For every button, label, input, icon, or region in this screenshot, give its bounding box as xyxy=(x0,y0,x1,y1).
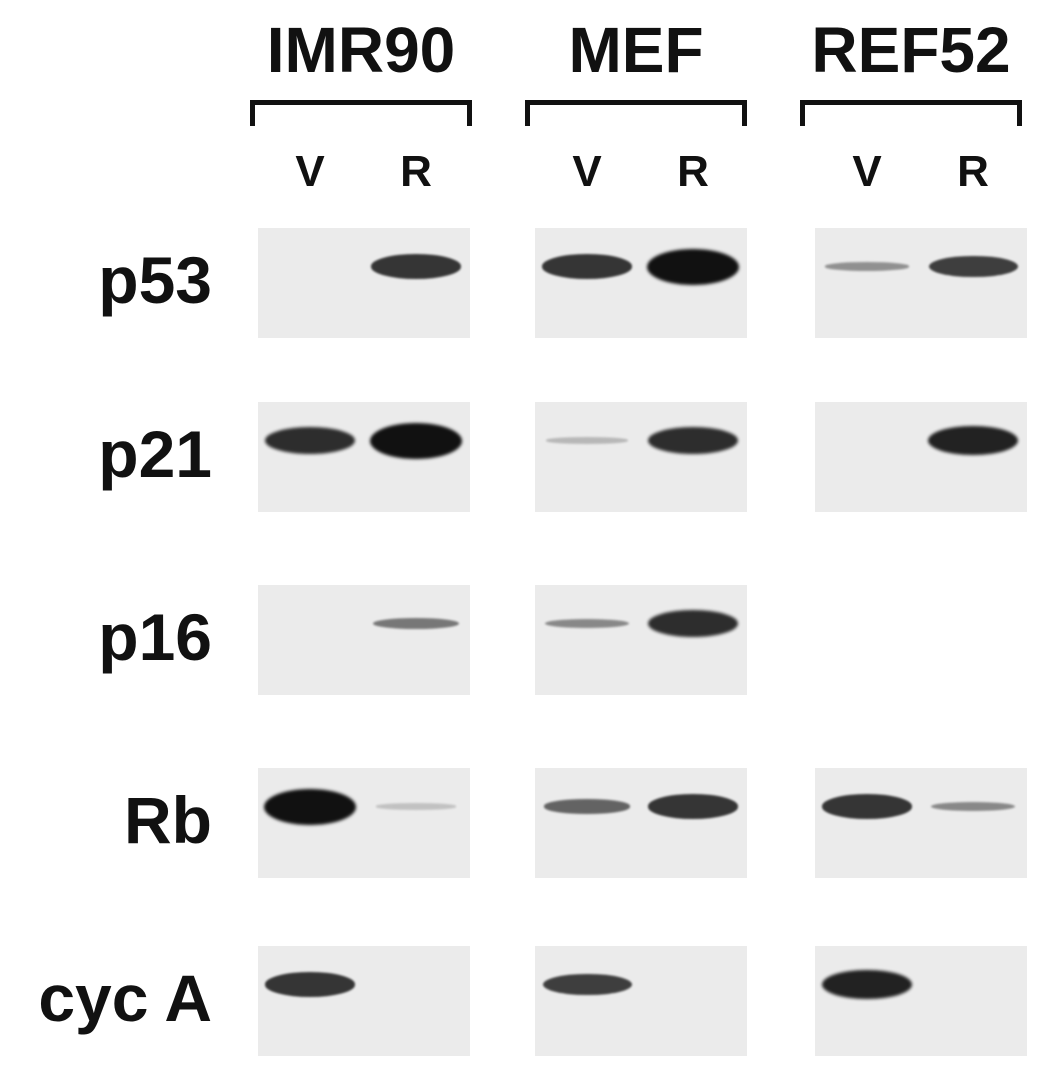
band-p53-ref52-v xyxy=(825,262,909,271)
blot-panel-p21-ref52 xyxy=(815,402,1027,512)
band-rb-imr90-r xyxy=(375,803,457,810)
blot-panel-rb-mef xyxy=(535,768,747,878)
row-label-p53: p53 xyxy=(98,243,212,317)
blot-panel-p16-imr90 xyxy=(258,585,470,695)
band-cyc-a-ref52-v xyxy=(821,969,913,1000)
cell-line-title-mef: MEF xyxy=(568,14,704,86)
lane-label-imr90-r: R xyxy=(400,147,432,196)
band-cyc-a-imr90-v xyxy=(265,972,355,997)
blot-panel-cyc-a-ref52 xyxy=(815,946,1027,1056)
blot-panel-rb-ref52 xyxy=(815,768,1027,878)
band-rb-ref52-v xyxy=(822,794,912,819)
blot-panel-rb-imr90 xyxy=(258,768,470,878)
band-p53-ref52-r xyxy=(928,255,1018,278)
bracket-mef xyxy=(525,100,747,126)
band-p53-imr90-r xyxy=(371,254,461,279)
band-p53-mef-r xyxy=(647,248,739,285)
band-p21-imr90-v xyxy=(264,427,356,454)
band-p21-imr90-r xyxy=(370,422,462,459)
blot-panel-cyc-a-mef xyxy=(535,946,747,1056)
row-label-cyc-a: cyc A xyxy=(38,961,212,1035)
row-label-rb: Rb xyxy=(124,783,212,857)
lane-label-imr90-v: V xyxy=(295,147,325,196)
band-p53-mef-v xyxy=(542,254,632,279)
lane-label-mef-r: R xyxy=(677,147,709,196)
lane-label-ref52-v: V xyxy=(852,147,882,196)
band-p21-ref52-r xyxy=(927,425,1019,456)
band-p21-mef-r xyxy=(647,427,739,454)
band-cyc-a-mef-v xyxy=(542,973,632,996)
band-p16-mef-v xyxy=(544,619,630,628)
blot-panel-p16-mef xyxy=(535,585,747,695)
band-p21-mef-v xyxy=(546,437,628,444)
band-rb-imr90-v xyxy=(264,788,356,825)
band-rb-mef-r xyxy=(648,794,738,819)
blot-panel-p21-imr90 xyxy=(258,402,470,512)
band-p16-mef-r xyxy=(647,610,739,637)
band-rb-ref52-r xyxy=(930,802,1016,811)
cell-line-title-imr90: IMR90 xyxy=(266,14,456,86)
bracket-imr90 xyxy=(250,100,472,126)
blot-panel-cyc-a-imr90 xyxy=(258,946,470,1056)
band-p16-imr90-r xyxy=(373,617,459,630)
blot-panel-p53-ref52 xyxy=(815,228,1027,338)
blot-panel-p21-mef xyxy=(535,402,747,512)
lane-label-mef-v: V xyxy=(572,147,602,196)
blot-panel-p53-mef xyxy=(535,228,747,338)
band-rb-mef-v xyxy=(543,799,631,814)
blot-panel-p53-imr90 xyxy=(258,228,470,338)
row-label-p16: p16 xyxy=(98,600,212,674)
lane-label-ref52-r: R xyxy=(957,147,989,196)
cell-line-title-ref52: REF52 xyxy=(811,14,1011,86)
bracket-ref52 xyxy=(800,100,1022,126)
row-label-p21: p21 xyxy=(98,417,212,491)
